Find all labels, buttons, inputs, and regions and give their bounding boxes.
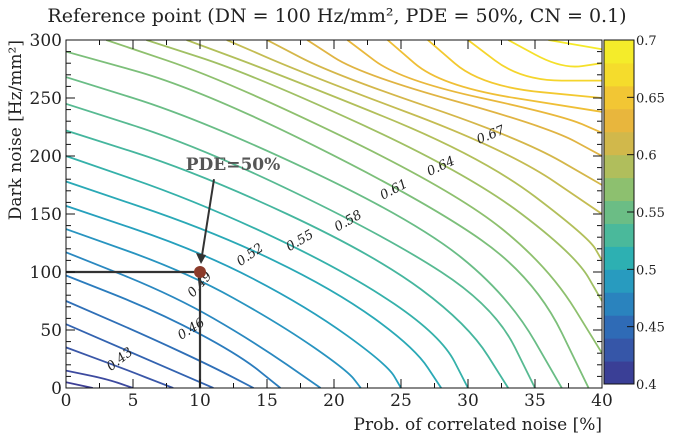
y-axis: 0 50 100 150 200 250 300 xyxy=(30,31,602,399)
x-tick-label: 40 xyxy=(591,391,613,411)
colorbar-tick-label: 0.4 xyxy=(636,378,657,393)
colorbar-band xyxy=(604,40,634,64)
contour-line-20 xyxy=(306,40,602,157)
colorbar-tick-label: 0.65 xyxy=(636,91,665,106)
colorbar-band xyxy=(604,246,634,270)
y-tick-label: 300 xyxy=(30,31,62,51)
colorbar-band xyxy=(604,315,634,339)
colorbar-tick-label: 0.5 xyxy=(636,263,657,278)
contour-line-13 xyxy=(66,76,563,388)
contour-line-3 xyxy=(66,323,214,388)
colorbar-band xyxy=(604,154,634,179)
colorbar-band xyxy=(604,131,634,156)
colorbar-band xyxy=(604,223,634,247)
contour-line-9 xyxy=(66,180,442,388)
contour-line-5 xyxy=(66,274,281,388)
contour-line-23 xyxy=(427,40,602,99)
y-axis-label: Dark noise [Hz/mm²] xyxy=(6,40,26,220)
contour-line-18 xyxy=(226,40,602,215)
contour-layer xyxy=(66,40,602,388)
contour-line-17 xyxy=(186,40,602,261)
reference-point-layer: PDE=50% xyxy=(66,155,280,388)
contour-line-2 xyxy=(66,346,174,388)
reference-arrow xyxy=(200,179,215,263)
colorbar-band xyxy=(604,177,634,202)
x-tick-label: 25 xyxy=(390,391,412,411)
reference-arrow-head xyxy=(196,253,206,264)
colorbar-band xyxy=(604,85,634,110)
y-tick-label: 150 xyxy=(30,205,62,225)
y-tick-label: 200 xyxy=(30,147,62,167)
contour-line-12 xyxy=(66,102,536,388)
colorbar-band xyxy=(604,200,634,224)
x-axis-label: Prob. of correlated noise [%] xyxy=(354,415,602,434)
chart-title: Reference point (DN = 100 Hz/mm², PDE = … xyxy=(47,5,626,27)
x-tick-label: 20 xyxy=(323,391,345,411)
contour-line-24 xyxy=(467,40,602,82)
colorbar-band xyxy=(604,269,634,293)
y-tick-label: 0 xyxy=(51,379,62,399)
contour-line-14 xyxy=(66,50,590,388)
colorbar-band xyxy=(604,292,634,316)
x-axis: 0 5 10 15 20 25 30 35 40 xyxy=(61,40,613,411)
plot-area: 0.430.460.490.52 0.550.580.610.640.67 PDE… xyxy=(65,39,603,389)
contour-line-19 xyxy=(266,40,602,186)
colorbar-band xyxy=(604,361,634,385)
colorbar-band xyxy=(604,108,634,133)
colorbar-tick-label: 0.7 xyxy=(636,34,657,49)
y-tick-label: 100 xyxy=(30,263,62,283)
contour-line-8 xyxy=(66,205,402,388)
colorbar-tick-label: 0.55 xyxy=(636,206,665,221)
contour-line-1 xyxy=(66,369,134,388)
contour-line-6 xyxy=(66,251,322,388)
x-tick-label: 0 xyxy=(61,391,72,411)
contour-line-22 xyxy=(387,40,602,113)
reference-point-label: PDE=50% xyxy=(186,155,281,175)
x-tick-label: 15 xyxy=(256,391,278,411)
colorbar: 0.4 0.45 0.5 0.55 0.6 0.65 0.7 xyxy=(603,34,665,393)
y-tick-label: 50 xyxy=(40,321,62,341)
y-tick-label: 250 xyxy=(30,89,62,109)
contour-line-16 xyxy=(146,40,602,302)
x-tick-label: 5 xyxy=(128,391,139,411)
x-tick-label: 10 xyxy=(189,391,211,411)
contour-line-21 xyxy=(346,40,602,134)
colorbar-band xyxy=(604,62,634,87)
colorbar-band xyxy=(604,338,634,362)
colorbar-tick-label: 0.6 xyxy=(636,149,657,164)
contour-line-15 xyxy=(105,40,602,354)
reference-point-marker xyxy=(194,266,206,278)
contour-line-7 xyxy=(66,228,362,388)
x-tick-label: 30 xyxy=(457,391,479,411)
x-tick-label: 35 xyxy=(524,391,546,411)
contour-line-10 xyxy=(66,155,469,388)
contour-line-11 xyxy=(66,129,509,388)
contour-line-4 xyxy=(66,300,255,388)
colorbar-tick-label: 0.45 xyxy=(636,321,665,336)
contour-line-25 xyxy=(507,40,602,68)
